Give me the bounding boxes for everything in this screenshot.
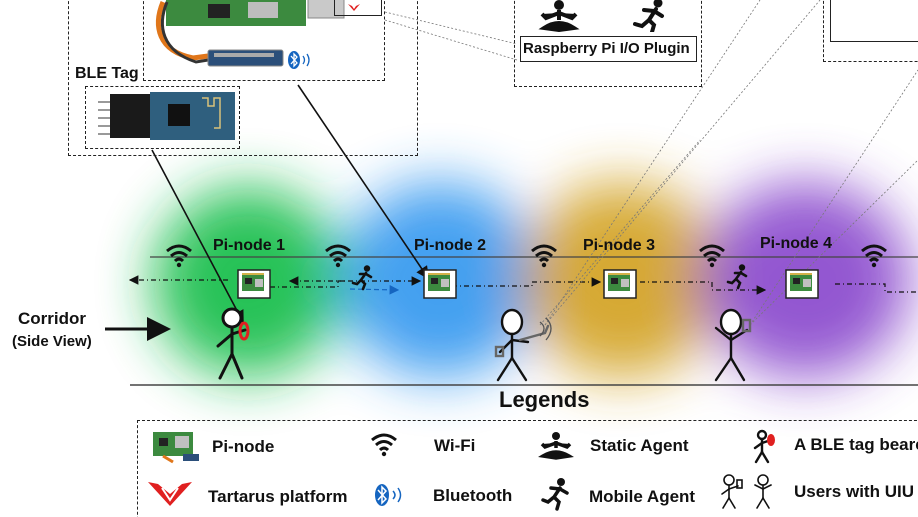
link-arrow-4-right [835,283,918,293]
link-arrow-3-4 [640,281,767,295]
pi-node-4-label: Pi-node 4 [760,235,833,252]
raspberry-pi-photo-box [143,0,385,81]
tartarus-device-box [68,0,418,156]
users-uiu-icon [721,474,772,509]
pi-node-3-label: Pi-node 3 [583,237,656,254]
uiu-screen-box [830,0,918,42]
tartarus-logo-icon [148,482,192,506]
raspberry-pi-board-icon [153,432,199,464]
bluetooth-icon [375,484,402,506]
legend-tartarus-label: Tartarus platform [208,487,348,506]
legend-wifi-label: Wi-Fi [434,436,476,455]
plugin-box [514,0,702,87]
link-arrow-2-3 [452,277,602,287]
legend-box [137,420,918,517]
legend-ble-bearer-label: A BLE tag bearer [794,435,918,454]
ble-tag-label: BLE Tag [75,65,139,82]
ble-tag-pointer-arrow [151,149,244,324]
link-arrow-blue [349,285,400,295]
pi-node-2-label: Pi-node 2 [414,237,487,254]
legend-bluetooth-label: Bluetooth [433,486,513,505]
stick-figure-icon [714,308,752,382]
legend-pi-node-label: Pi-node [212,437,275,456]
ble-tag-module-icon [98,92,235,140]
legend-mobile-agent-label: Mobile Agent [589,487,696,506]
legend-static-agent-label: Static Agent [590,436,689,455]
plugin-label: Raspberry Pi I/O Plugin [523,40,690,57]
stick-figure-icon [494,308,550,382]
mobile-agent-icon [541,478,569,511]
mobile-agent-icon [633,0,664,32]
side-view-label: (Side View) [12,333,92,350]
bluetooth-icon [288,51,310,69]
static-agent-icon [538,0,580,32]
tartarus-logo-icon [348,4,360,11]
corridor-label: Corridor [18,309,86,328]
static-agent-icon [538,432,574,460]
raspberry-pi-board-photo [155,0,345,67]
ble-tag-marker [238,321,250,341]
pi-node-pointer-arrow [297,84,429,280]
tartarus-logo-box [334,0,382,16]
link-arrow-1-2 [258,276,422,288]
plugin-label-box [520,36,697,62]
ble-bearer-icon [753,429,775,464]
legends-title: Legends [499,387,590,412]
uiu-device-box [823,0,918,62]
wifi-icon [371,433,397,457]
stick-figure-icon [216,307,247,380]
pi-node-1-label: Pi-node 1 [213,237,286,254]
ble-tag-photo-box [85,86,240,149]
legend-users-uiu-label: Users with UIU [794,482,914,501]
